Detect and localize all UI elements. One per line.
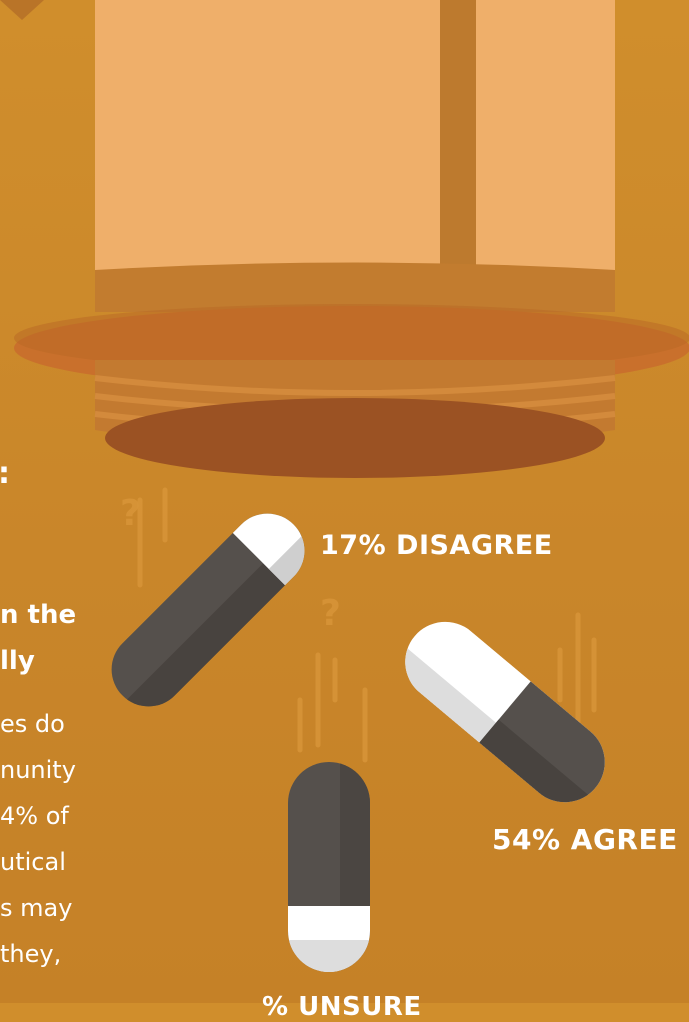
side-body-line: utical	[0, 848, 66, 876]
side-body-line: es do	[0, 710, 65, 738]
side-body-line: s may	[0, 894, 73, 922]
label-agree: 54% AGREE	[492, 823, 678, 856]
side-body-line: nunity	[0, 756, 76, 784]
question-mark: ?	[320, 593, 341, 634]
bottle-opening	[105, 398, 605, 478]
side-heading-colon: :	[0, 456, 10, 491]
side-body-line: 4% of	[0, 802, 69, 830]
pill-unsure	[288, 762, 370, 972]
label-disagree: 17% DISAGREE	[320, 530, 553, 561]
bottle-label-seam	[440, 0, 476, 300]
bottle-glass	[95, 0, 615, 310]
side-bold-line: n the	[0, 600, 77, 630]
corner-arrow-icon	[0, 0, 44, 20]
question-mark: ?	[120, 493, 141, 534]
label-unsure: % UNSURE	[262, 992, 422, 1022]
pill-agree	[388, 605, 622, 819]
motion-lines	[137, 487, 597, 763]
pill-bottle	[14, 0, 689, 478]
bottle-neck-band	[95, 262, 615, 312]
side-bold-line: lly	[0, 646, 35, 676]
side-body-line: they,	[0, 940, 62, 968]
